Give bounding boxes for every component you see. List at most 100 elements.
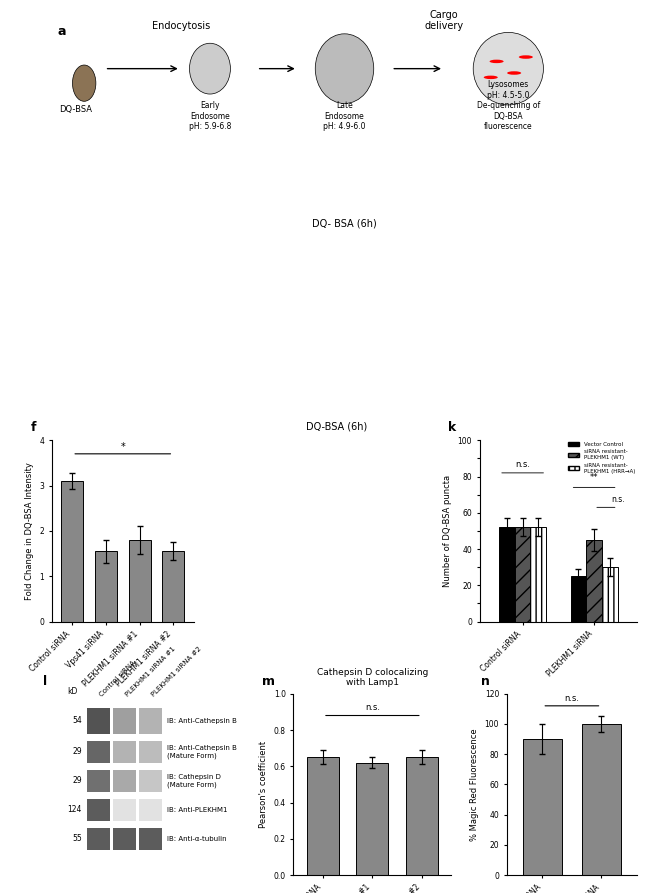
Text: Lysosomes
pH: 4.5-5.0
De-quenching of
DQ-BSA
fluorescence: Lysosomes pH: 4.5-5.0 De-quenching of DQ…: [476, 80, 540, 131]
Text: b: b: [57, 239, 63, 249]
Text: m: m: [262, 675, 275, 688]
Text: Control siRNA: Control siRNA: [99, 659, 136, 697]
Bar: [95, 551, 117, 622]
Circle shape: [378, 479, 382, 482]
Circle shape: [291, 480, 295, 485]
Text: kD: kD: [68, 687, 78, 696]
Circle shape: [489, 60, 504, 63]
Y-axis label: Pearson's coefficient: Pearson's coefficient: [259, 741, 268, 828]
Circle shape: [388, 476, 391, 480]
Circle shape: [507, 71, 521, 75]
Bar: [582, 724, 621, 875]
Text: 55: 55: [72, 834, 82, 843]
Bar: [139, 708, 162, 734]
Bar: [61, 481, 83, 622]
Bar: [113, 770, 136, 792]
Text: n.s.: n.s.: [611, 495, 625, 504]
Bar: [139, 741, 162, 763]
Text: f: f: [31, 421, 36, 434]
Ellipse shape: [190, 43, 231, 94]
Text: *: *: [120, 441, 125, 452]
Text: DQ- BSA (6h): DQ- BSA (6h): [312, 219, 377, 229]
Text: 54: 54: [72, 716, 82, 725]
Text: e: e: [500, 239, 507, 249]
Text: 124: 124: [68, 805, 82, 814]
Bar: [129, 540, 151, 622]
Text: Endocytosis: Endocytosis: [151, 21, 210, 31]
Text: a: a: [58, 25, 66, 38]
Text: DQ-BSA: DQ-BSA: [59, 105, 92, 114]
Bar: [356, 763, 389, 875]
Bar: [113, 708, 136, 734]
Bar: [139, 828, 162, 850]
Bar: [113, 799, 136, 821]
Circle shape: [291, 580, 294, 584]
Title: Cathepsin D colocalizing
with Lamp1: Cathepsin D colocalizing with Lamp1: [317, 668, 428, 688]
Circle shape: [286, 484, 291, 488]
Text: c: c: [204, 239, 210, 249]
Bar: [87, 708, 110, 734]
Bar: [523, 739, 562, 875]
Text: PLEKHM1 siRNA #2: PLEKHM1 siRNA #2: [151, 646, 203, 697]
Bar: [87, 770, 110, 792]
Circle shape: [122, 285, 129, 292]
Bar: [113, 828, 136, 850]
Text: Cargo
delivery: Cargo delivery: [424, 10, 463, 31]
Text: d: d: [352, 239, 359, 249]
Text: 29: 29: [72, 776, 82, 785]
Bar: [515, 527, 530, 622]
Bar: [571, 576, 586, 622]
Circle shape: [119, 298, 126, 305]
Y-axis label: Number of DQ-BSA puncta: Number of DQ-BSA puncta: [443, 475, 452, 587]
Ellipse shape: [315, 34, 374, 104]
Circle shape: [108, 301, 115, 307]
Text: PLEKHM1 siRNA #1: PLEKHM1 siRNA #1: [125, 645, 177, 697]
Text: i: i: [245, 536, 248, 546]
Circle shape: [277, 473, 281, 478]
Ellipse shape: [72, 65, 96, 101]
Text: IB: Anti-Cathepsin B
(Mature Form): IB: Anti-Cathepsin B (Mature Form): [167, 745, 237, 758]
Ellipse shape: [473, 32, 543, 105]
Circle shape: [287, 572, 290, 575]
Circle shape: [484, 76, 498, 79]
Text: n.s.: n.s.: [515, 461, 530, 470]
Bar: [307, 757, 339, 875]
Text: DQ-BSA (6h): DQ-BSA (6h): [306, 421, 367, 431]
Text: IB: Cathepsin D
(Mature Form): IB: Cathepsin D (Mature Form): [167, 774, 221, 788]
Text: g: g: [245, 443, 252, 453]
Circle shape: [519, 55, 533, 59]
Text: IB: Anti-Cathepsin B: IB: Anti-Cathepsin B: [167, 718, 237, 724]
Bar: [87, 741, 110, 763]
Text: Early
Endosome
pH: 5.9-6.8: Early Endosome pH: 5.9-6.8: [188, 101, 231, 131]
Bar: [87, 799, 110, 821]
Text: IB: Anti-α-tubulin: IB: Anti-α-tubulin: [167, 836, 227, 842]
Text: n.s.: n.s.: [564, 694, 579, 703]
Text: h: h: [342, 443, 348, 453]
Text: PLEKHM1 siRNA #1: PLEKHM1 siRNA #1: [207, 248, 281, 257]
Text: IB: Anti-PLEKHM1: IB: Anti-PLEKHM1: [167, 807, 228, 813]
Circle shape: [385, 483, 389, 487]
Bar: [113, 741, 136, 763]
Bar: [162, 551, 184, 622]
Text: l: l: [43, 675, 47, 688]
Text: k: k: [448, 421, 456, 434]
Bar: [139, 770, 162, 792]
Text: Late
Endosome
pH: 4.9-6.0: Late Endosome pH: 4.9-6.0: [323, 101, 366, 131]
Text: **: **: [590, 473, 599, 482]
Bar: [406, 757, 438, 875]
Bar: [602, 567, 617, 622]
Text: n.s.: n.s.: [365, 703, 380, 712]
Bar: [530, 527, 546, 622]
Text: n: n: [481, 675, 489, 688]
Text: PLEKHM1 siRNA + GFP-
PLEKHM1 (HRR→A)
Rescue: PLEKHM1 siRNA + GFP- PLEKHM1 (HRR→A) Res…: [344, 544, 417, 561]
Circle shape: [281, 478, 286, 482]
Text: Control siRNA + GFP-
PLEKHM1 (WT) Rescue: Control siRNA + GFP- PLEKHM1 (WT) Rescue: [247, 451, 317, 462]
Text: Control siRNA + GFP-
PLEKHM1 (HRR→A)
Rescue: Control siRNA + GFP- PLEKHM1 (HRR→A) Res…: [247, 544, 313, 561]
Text: PLEKHM1 siRNA #2: PLEKHM1 siRNA #2: [355, 248, 429, 257]
Text: Vps41 siRNA: Vps41 siRNA: [503, 248, 552, 257]
Bar: [87, 828, 110, 850]
Y-axis label: % Magic Red Fluorescence: % Magic Red Fluorescence: [470, 728, 479, 840]
Text: PLEKHM1 siRNA + GFP-
PLEKHM1 (WT)  Rescue: PLEKHM1 siRNA + GFP- PLEKHM1 (WT) Rescue: [344, 451, 417, 462]
Circle shape: [376, 485, 380, 488]
Text: j: j: [342, 536, 345, 546]
